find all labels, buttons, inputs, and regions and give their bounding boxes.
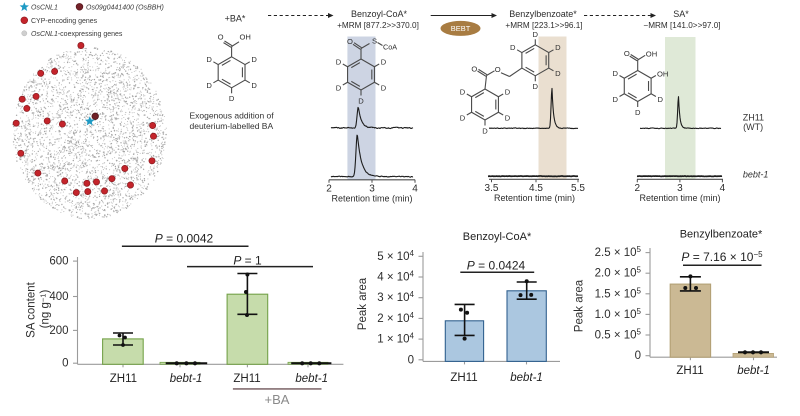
svg-text:0: 0 <box>408 354 414 366</box>
svg-text:D: D <box>555 69 561 78</box>
svg-text:P = 0.0424: P = 0.0424 <box>467 258 526 272</box>
svg-text:D: D <box>206 55 212 64</box>
svg-text:S: S <box>372 36 377 45</box>
svg-text:D: D <box>555 43 561 52</box>
svg-text:D: D <box>251 55 257 64</box>
svg-text:2.5 × 105: 2.5 × 105 <box>595 245 642 259</box>
svg-text:ZH11: ZH11 <box>110 373 137 385</box>
svg-text:O: O <box>218 32 224 41</box>
svg-text:2: 2 <box>635 183 641 194</box>
svg-text:0: 0 <box>635 350 641 362</box>
svg-text:Peak area: Peak area <box>357 277 369 330</box>
svg-text:CYP-encoding genes: CYP-encoding genes <box>31 18 98 25</box>
svg-text:400: 400 <box>49 291 68 303</box>
svg-text:5 × 104: 5 × 104 <box>377 249 414 263</box>
svg-text:3: 3 <box>677 183 683 194</box>
svg-text:SA content: SA content <box>26 281 38 337</box>
svg-text:O: O <box>495 65 501 74</box>
svg-text:ZH11: ZH11 <box>450 372 477 384</box>
svg-text:2: 2 <box>326 183 332 194</box>
svg-text:D: D <box>533 82 539 91</box>
svg-text:P = 1: P = 1 <box>233 253 262 267</box>
svg-text:Exogenous addition of: Exogenous addition of <box>190 111 275 121</box>
svg-text:D: D <box>381 57 387 66</box>
svg-text:CoA: CoA <box>383 42 397 51</box>
svg-text:1.0 × 105: 1.0 × 105 <box>595 307 642 321</box>
svg-text:O: O <box>347 37 353 46</box>
svg-text:0.5 × 105: 0.5 × 105 <box>595 328 642 342</box>
svg-text:4: 4 <box>412 183 418 194</box>
svg-text:OH: OH <box>657 69 668 78</box>
svg-text:D: D <box>460 87 466 96</box>
svg-text:600: 600 <box>49 256 68 268</box>
svg-text:1.5 × 105: 1.5 × 105 <box>595 286 642 300</box>
svg-text:OsCNL1: OsCNL1 <box>31 5 58 12</box>
svg-text:Retention time (min): Retention time (min) <box>331 193 412 203</box>
svg-text:O: O <box>471 64 477 73</box>
svg-text:bebt-1: bebt-1 <box>510 372 543 384</box>
svg-text:0: 0 <box>62 358 68 370</box>
svg-text:−MRM [141.0>>97.0]: −MRM [141.0>>97.0] <box>643 21 720 30</box>
svg-text:3 × 104: 3 × 104 <box>377 290 414 304</box>
svg-text:+BA: +BA <box>265 392 290 407</box>
svg-text:D: D <box>358 96 364 105</box>
svg-text:3: 3 <box>369 183 375 194</box>
svg-text:OH: OH <box>240 32 251 41</box>
svg-text:D: D <box>251 81 257 90</box>
svg-text:Os09g0441400 (OsBBH): Os09g0441400 (OsBBH) <box>86 5 164 12</box>
svg-text:bebt-1: bebt-1 <box>743 169 769 179</box>
svg-text:D: D <box>612 69 618 78</box>
svg-text:1 × 104: 1 × 104 <box>377 332 414 346</box>
svg-text:2.0 × 105: 2.0 × 105 <box>595 266 642 280</box>
svg-text:ZH11: ZH11 <box>676 365 703 377</box>
svg-text:OH: OH <box>646 49 657 58</box>
svg-text:Benzoyl-CoA*: Benzoyl-CoA* <box>351 9 408 19</box>
svg-text:D: D <box>635 108 641 117</box>
svg-text:D: D <box>510 43 516 52</box>
svg-text:D: D <box>336 83 342 92</box>
svg-text:P = 7.16 × 10−5: P = 7.16 × 10−5 <box>681 250 763 264</box>
svg-text:Peak area: Peak area <box>574 279 586 332</box>
svg-text:3.5: 3.5 <box>485 183 499 194</box>
svg-text:200: 200 <box>49 325 68 337</box>
svg-text:4.5: 4.5 <box>529 183 543 194</box>
svg-text:ZH11: ZH11 <box>743 113 764 123</box>
svg-text:BEBT: BEBT <box>451 24 471 33</box>
svg-text:O: O <box>624 49 630 58</box>
svg-text:D: D <box>505 113 511 122</box>
svg-text:(WT): (WT) <box>743 122 763 132</box>
svg-text:D: D <box>657 95 663 104</box>
svg-text:Benzylbenzoate*: Benzylbenzoate* <box>509 9 577 19</box>
svg-text:D: D <box>206 81 212 90</box>
svg-text:D: D <box>336 57 342 66</box>
svg-text:Benzoyl-CoA*: Benzoyl-CoA* <box>463 231 532 243</box>
svg-text:OsCNL1-coexpressing genes: OsCNL1-coexpressing genes <box>31 31 123 38</box>
svg-text:+BA*: +BA* <box>225 14 246 24</box>
svg-text:Benzylbenzoate*: Benzylbenzoate* <box>680 229 763 241</box>
svg-text:bebt-1: bebt-1 <box>295 373 328 385</box>
svg-text:D: D <box>460 113 466 122</box>
svg-text:4 × 104: 4 × 104 <box>377 270 414 284</box>
svg-text:ZH11: ZH11 <box>233 373 260 385</box>
svg-text:Retention time (min): Retention time (min) <box>639 193 720 203</box>
svg-text:D: D <box>612 95 618 104</box>
svg-text:bebt-1: bebt-1 <box>737 365 770 377</box>
svg-text:D: D <box>381 83 387 92</box>
svg-text:bebt-1: bebt-1 <box>170 373 203 385</box>
svg-text:deuterium-labelled BA: deuterium-labelled BA <box>190 121 274 131</box>
svg-text:P = 0.0042: P = 0.0042 <box>155 232 214 246</box>
svg-text:+MRM [223.1>>96.1]: +MRM [223.1>>96.1] <box>505 21 582 30</box>
svg-text:+MRM [877.2>>370.0]: +MRM [877.2>>370.0] <box>337 21 419 30</box>
svg-text:D: D <box>505 87 511 96</box>
svg-text:5.5: 5.5 <box>571 183 585 194</box>
svg-text:2 × 104: 2 × 104 <box>377 311 414 325</box>
svg-text:D: D <box>482 126 488 135</box>
svg-text:4: 4 <box>720 183 726 194</box>
svg-text:Retention time (min): Retention time (min) <box>494 193 575 203</box>
svg-text:D: D <box>533 30 539 39</box>
svg-text:SA*: SA* <box>673 9 689 19</box>
svg-text:D: D <box>229 94 235 103</box>
